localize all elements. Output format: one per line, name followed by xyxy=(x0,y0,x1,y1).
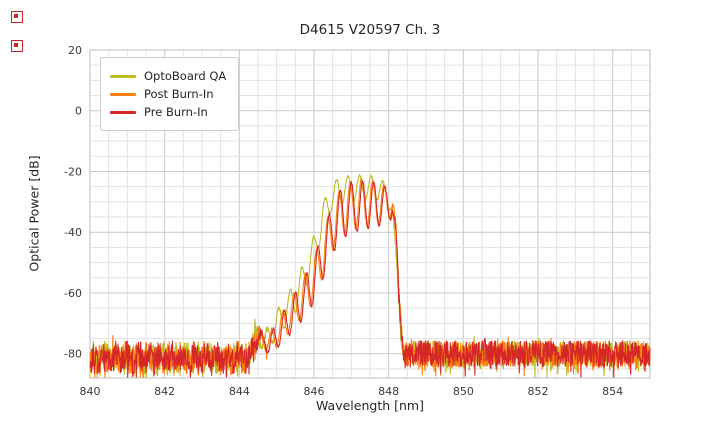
broken-image-icon xyxy=(11,11,23,23)
series-pre-burn-in xyxy=(89,180,651,378)
legend-swatch-post-burn-in xyxy=(110,92,136,96)
y-tick-label: -20 xyxy=(64,165,82,178)
x-tick-label: 846 xyxy=(304,385,325,398)
series-post-burn-in xyxy=(89,177,651,378)
broken-image-icon xyxy=(11,40,23,52)
y-axis-label: Optical Power [dB] xyxy=(26,155,42,272)
x-axis-label: Wavelength [nm] xyxy=(316,398,424,413)
plot-frame xyxy=(89,49,651,379)
legend: OptoBoard QA Post Burn-In Pre Burn-In xyxy=(100,57,240,131)
y-tick-label: 0 xyxy=(75,105,82,118)
legend-item: Pre Burn-In xyxy=(110,105,226,119)
x-tick-label: 848 xyxy=(378,385,399,398)
y-tick-label: -60 xyxy=(64,287,82,300)
legend-label: OptoBoard QA xyxy=(144,69,227,83)
x-tick-label: 844 xyxy=(229,385,250,398)
legend-swatch-pre-burn-in xyxy=(110,110,136,114)
y-tick-label: -40 xyxy=(64,226,82,239)
legend-item: OptoBoard QA xyxy=(110,69,226,83)
y-tick-label: 20 xyxy=(68,44,82,57)
legend-label: Pre Burn-In xyxy=(144,105,208,119)
legend-item: Post Burn-In xyxy=(110,87,226,101)
chart-title: D4615 V20597 Ch. 3 xyxy=(299,22,441,38)
y-tick-label: -80 xyxy=(64,348,82,361)
x-tick-label: 842 xyxy=(154,385,175,398)
legend-swatch-optoboard-qa xyxy=(110,74,136,78)
x-tick-label: 840 xyxy=(80,385,101,398)
x-tick-label: 854 xyxy=(602,385,623,398)
legend-label: Post Burn-In xyxy=(144,87,214,101)
x-tick-label: 852 xyxy=(528,385,549,398)
x-tick-label: 850 xyxy=(453,385,474,398)
